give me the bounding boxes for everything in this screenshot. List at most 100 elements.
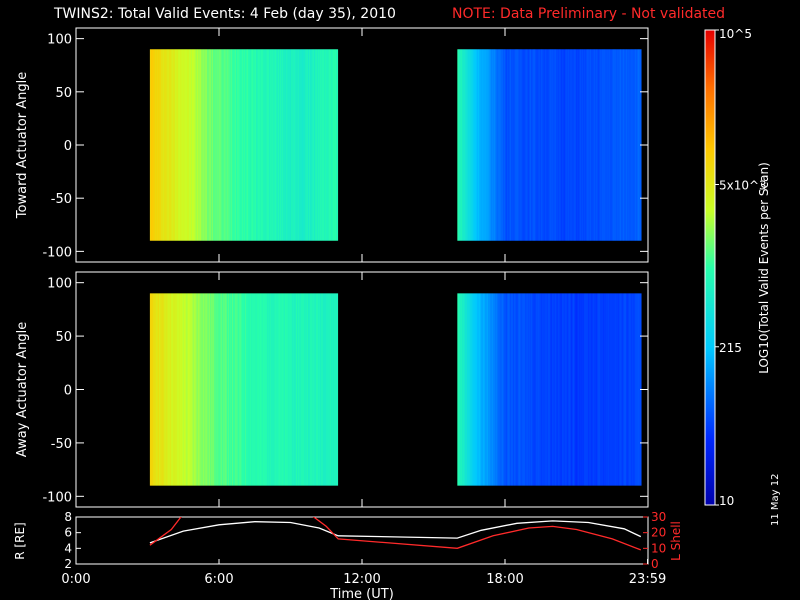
heatmap-column (480, 49, 482, 241)
colorbar-segment (705, 392, 715, 394)
colorbar-segment (705, 302, 715, 304)
colorbar-segment (705, 86, 715, 88)
colorbar-segment (705, 390, 715, 392)
heatmap-column (542, 293, 544, 486)
colorbar-segment (705, 451, 715, 453)
heatmap-column (166, 293, 169, 486)
heatmap-column (330, 49, 333, 241)
colorbar-segment (705, 239, 715, 241)
heatmap-column (233, 293, 236, 486)
heatmap-column (636, 49, 638, 241)
heatmap-column (466, 49, 468, 241)
heatmap-column (281, 49, 284, 241)
colorbar-segment (705, 427, 715, 429)
colorbar-segment (705, 452, 715, 454)
heatmap-column (586, 49, 588, 241)
heatmap-column (183, 293, 186, 486)
heatmap-column (632, 293, 634, 486)
heatmap-column (473, 49, 475, 241)
x-axis-label: Time (UT) (329, 587, 394, 600)
colorbar-segment (705, 420, 715, 422)
heatmap-column (501, 293, 503, 486)
heatmap-column (293, 293, 296, 486)
heatmap-column (173, 49, 176, 241)
colorbar-segment (705, 378, 715, 380)
colorbar-segment (705, 470, 715, 472)
colorbar-segment (705, 34, 715, 36)
colorbar-segment (705, 375, 715, 377)
heatmap-column (199, 49, 202, 241)
colorbar-segment (705, 354, 715, 356)
heatmap-column (515, 49, 517, 241)
colorbar-segment (705, 265, 715, 267)
heatmap-column (537, 293, 539, 486)
heatmap-column (600, 49, 602, 241)
colorbar-segment (705, 115, 715, 117)
heatmap-column (156, 293, 159, 486)
heatmap-column (468, 293, 470, 486)
colorbar-segment (705, 58, 715, 60)
y-tick-label: 6 (64, 526, 72, 540)
heatmap-column (599, 49, 601, 241)
heatmap-column (253, 49, 256, 241)
heatmap-column (615, 49, 617, 241)
colorbar-segment (705, 346, 715, 348)
colorbar-segment (705, 253, 715, 255)
colorbar-segment (705, 65, 715, 67)
heatmap-column (461, 49, 463, 241)
colorbar-segment (705, 254, 715, 256)
heatmap-column (605, 49, 607, 241)
heatmap-column (608, 293, 610, 486)
heatmap-column (629, 49, 631, 241)
heatmap-column (588, 49, 590, 241)
colorbar-segment (705, 225, 715, 227)
heatmap-column (519, 293, 521, 486)
heatmap-column (159, 293, 162, 486)
colorbar-segment (705, 431, 715, 433)
colorbar-segment (705, 52, 715, 54)
heatmap-column (151, 293, 154, 486)
heatmap-column (302, 49, 305, 241)
colorbar-segment (705, 339, 715, 341)
colorbar-segment (705, 502, 715, 504)
y-tick-label: -100 (42, 245, 72, 260)
heatmap-column (200, 293, 203, 486)
colorbar-segment (705, 422, 715, 424)
heatmap-column (486, 293, 488, 486)
colorbar-segment (705, 350, 715, 352)
colorbar-segment (705, 216, 715, 218)
heatmap-column (150, 293, 153, 486)
colorbar-segment (705, 205, 715, 207)
heatmap-column (484, 49, 486, 241)
heatmap-column (336, 293, 339, 486)
colorbar-segment (705, 369, 715, 371)
colorbar-segment (705, 237, 715, 239)
heatmap-column (510, 293, 512, 486)
heatmap-column (240, 293, 243, 486)
heatmap-column (331, 49, 334, 241)
heatmap-column (292, 49, 295, 241)
heatmap-column (534, 49, 536, 241)
heatmap-column (229, 49, 232, 241)
heatmap-column (164, 293, 167, 486)
heatmap-column (619, 293, 621, 486)
colorbar-segment (705, 249, 715, 251)
colorbar-segment (705, 196, 715, 198)
colorbar-segment (705, 220, 715, 222)
colorbar-segment (705, 49, 715, 51)
heatmap-column (247, 49, 250, 241)
colorbar-segment (705, 410, 715, 412)
colorbar-segment (705, 393, 715, 395)
heatmap-column (502, 49, 504, 241)
heatmap-column (599, 293, 601, 486)
heatmap-column (176, 293, 179, 486)
heatmap-column (513, 49, 515, 241)
heatmap-column (554, 293, 556, 486)
heatmap-column (191, 49, 194, 241)
heatmap-column (570, 293, 572, 486)
heatmap-column (564, 49, 566, 241)
heatmap-column (464, 293, 466, 486)
colorbar-segment (705, 163, 715, 165)
colorbar-segment (705, 141, 715, 143)
heatmap-column (584, 293, 586, 486)
